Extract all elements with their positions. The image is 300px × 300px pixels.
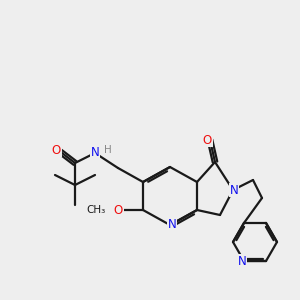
Text: N: N (230, 184, 238, 196)
Text: N: N (238, 255, 246, 268)
Text: O: O (113, 203, 123, 217)
Text: N: N (168, 218, 176, 232)
Text: O: O (51, 143, 61, 157)
Text: N: N (91, 146, 99, 158)
Text: H: H (104, 145, 112, 155)
Text: CH₃: CH₃ (86, 205, 106, 215)
Text: O: O (202, 134, 211, 146)
